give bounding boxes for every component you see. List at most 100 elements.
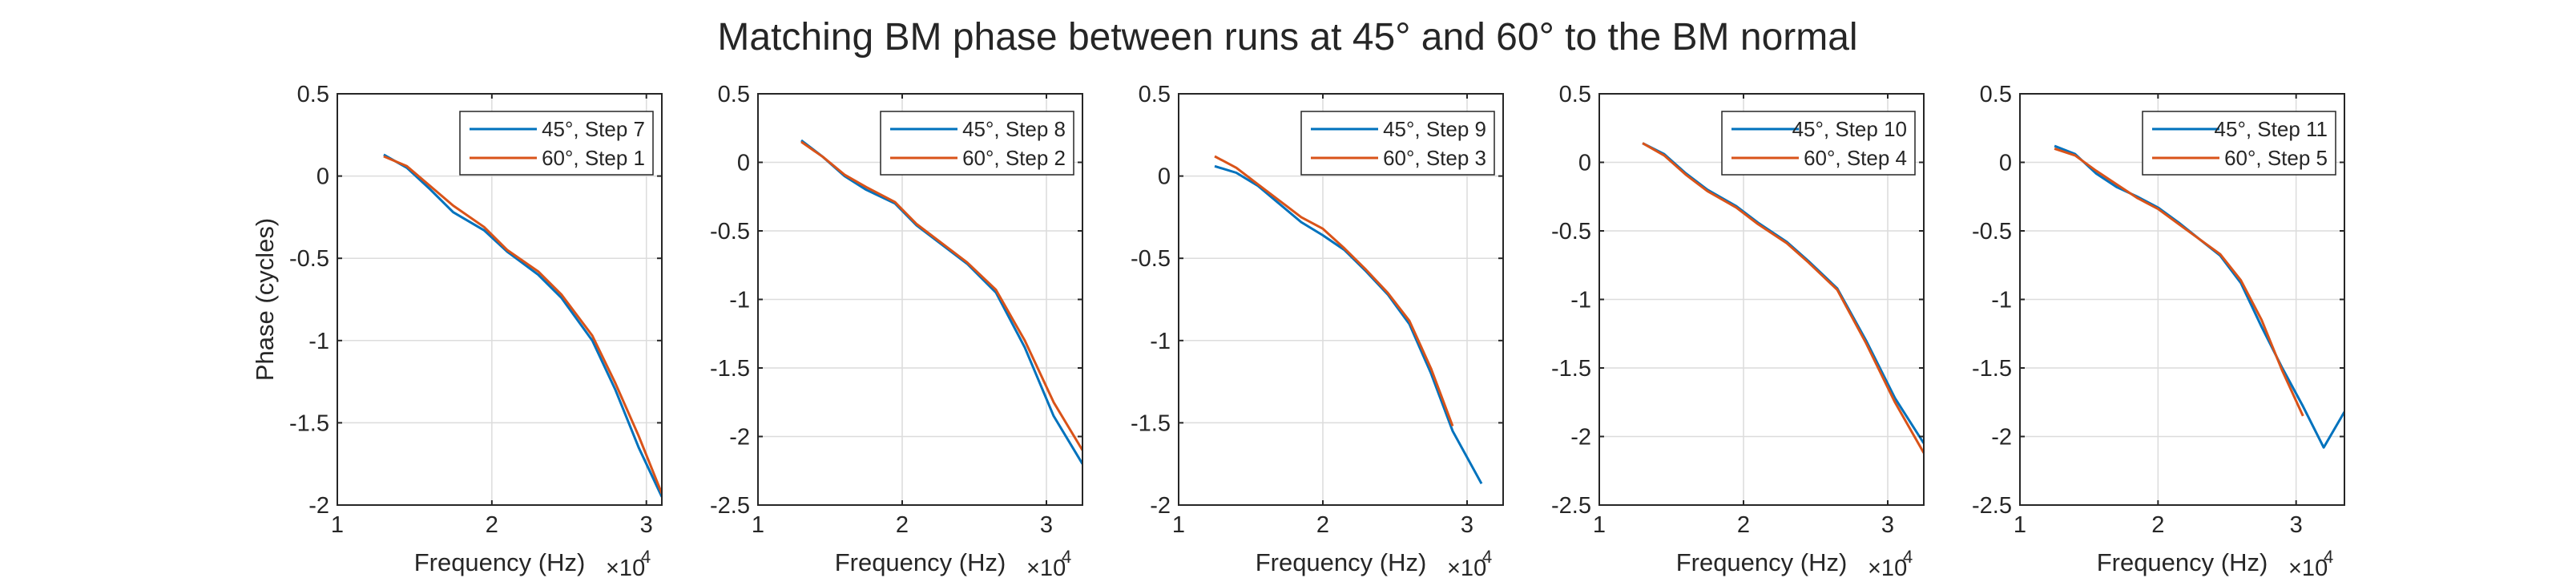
- axes-frame: [1178, 93, 1504, 506]
- x-axis-label: Frequency (Hz): [1256, 548, 1427, 576]
- x-axis-label: Frequency (Hz): [835, 548, 1006, 576]
- y-tick-label: -2: [308, 493, 329, 519]
- y-tick-label: 0.5: [1139, 82, 1171, 107]
- x-tick-label: 3: [1040, 512, 1053, 538]
- y-tick-label: -1.5: [710, 356, 750, 382]
- x-tick-label: 3: [2290, 512, 2303, 538]
- x-exponent-label: ×10: [1026, 556, 1066, 578]
- y-tick-label: -1.5: [1551, 356, 1591, 382]
- x-exponent-label: ×10: [1447, 556, 1486, 578]
- x-exponent-power: 4: [1482, 547, 1492, 567]
- subplot-4: 1 2 3 -2.5 -2 -1.5 -1 -0.5 0 0.5 Frequency (Hz) ×10…: [1551, 82, 1925, 578]
- y-tick-label: -1.5: [1972, 356, 2012, 382]
- x-tick-label: 2: [1316, 512, 1329, 538]
- y-tick-label: 0.5: [1980, 82, 2012, 107]
- subplot-3: 1 2 3 -2 -1.5 -1 -0.5 0 0.5 Frequency (Hz) ×104 45°…: [1131, 82, 1504, 578]
- series-line-2: [383, 155, 662, 495]
- x-exponent-label: ×10: [606, 556, 645, 578]
- x-exponent-power: 4: [641, 547, 651, 567]
- legend-entry-2: 60°, Step 3: [1383, 146, 1486, 170]
- subplot-5: 1 2 3 -2.5 -2 -1.5 -1 -0.5 0 0.5 Frequency (Hz) ×10…: [1972, 82, 2345, 578]
- legend-box: [459, 111, 654, 176]
- subplot-1: 1 2 3 -2 -1.5 -1 -0.5 0 0.5 Frequency (Hz) ×104 Pha…: [251, 82, 663, 578]
- series-line-2: [1214, 155, 1454, 427]
- y-tick-label: -1: [1991, 288, 2012, 313]
- subplot-2: 1 2 3 -2.5 -2 -1.5 -1 -0.5 0 0.5 Frequency (Hz) ×10…: [710, 82, 1083, 578]
- y-tick-label: -1.5: [1131, 410, 1171, 436]
- x-exponent-power: 4: [1062, 547, 1071, 567]
- legend: 45°, Step 11 60°, Step 5: [2142, 111, 2336, 176]
- y-tick-label: 0: [1158, 164, 1171, 190]
- y-tick-label: -2.5: [1551, 493, 1591, 519]
- y-tick-label: -2: [729, 425, 750, 451]
- legend-box: [880, 111, 1074, 176]
- y-tick-label: -2: [1570, 425, 1591, 451]
- x-tick-label: 3: [1461, 512, 1473, 538]
- x-tick-label: 1: [2014, 512, 2026, 538]
- legend-entry-1: 45°, Step 8: [962, 117, 1066, 141]
- legend: 45°, Step 9 60°, Step 3: [1300, 111, 1495, 176]
- y-tick-label: 0.5: [1559, 82, 1591, 107]
- y-tick-label: -0.5: [1131, 246, 1171, 272]
- x-exponent-power: 4: [1903, 547, 1913, 567]
- x-exponent-label: ×10: [2288, 556, 2328, 578]
- x-tick-label: 2: [486, 512, 498, 538]
- legend-entry-1: 45°, Step 11: [2215, 117, 2328, 141]
- legend-entry-1: 45°, Step 10: [1792, 117, 1907, 141]
- legend: 45°, Step 7 60°, Step 1: [459, 111, 654, 176]
- x-tick-label: 2: [2151, 512, 2164, 538]
- legend-entry-2: 60°, Step 5: [2224, 146, 2328, 170]
- y-tick-label: 0: [316, 164, 329, 190]
- x-tick-label: 1: [752, 512, 764, 538]
- y-tick-label: -1: [1570, 288, 1591, 313]
- y-axis-label: Phase (cycles): [251, 218, 279, 381]
- x-tick-label: 2: [896, 512, 909, 538]
- x-tick-label: 3: [1881, 512, 1894, 538]
- x-tick-label: 1: [331, 512, 344, 538]
- series-line-2: [1642, 142, 1924, 454]
- y-tick-label: -1: [729, 288, 750, 313]
- figure-title: Matching BM phase between runs at 45° an…: [717, 16, 1857, 59]
- x-exponent-label: ×10: [1868, 556, 1907, 578]
- y-tick-label: -0.5: [289, 246, 329, 272]
- legend: 45°, Step 10 60°, Step 4: [1721, 111, 1916, 176]
- legend-box: [1300, 111, 1495, 176]
- y-tick-label: -2.5: [710, 493, 750, 519]
- x-tick-label: 1: [1593, 512, 1606, 538]
- legend-entry-1: 45°, Step 9: [1383, 117, 1486, 141]
- series-line-2: [800, 140, 1082, 451]
- x-exponent-power: 4: [2324, 547, 2333, 567]
- x-axis-label: Frequency (Hz): [1676, 548, 1848, 576]
- y-tick-label: -1: [308, 329, 329, 354]
- series-line-2: [2054, 147, 2304, 417]
- y-tick-label: -0.5: [710, 219, 750, 245]
- legend-entry-1: 45°, Step 7: [542, 117, 645, 141]
- x-tick-label: 2: [1737, 512, 1750, 538]
- y-tick-label: -2: [1991, 425, 2012, 451]
- axes-frame: [337, 93, 663, 506]
- y-tick-label: -0.5: [1972, 219, 2012, 245]
- y-tick-label: 0: [1578, 151, 1591, 176]
- y-tick-label: 0: [737, 151, 750, 176]
- y-tick-label: -2: [1150, 493, 1171, 519]
- x-axis-label: Frequency (Hz): [2097, 548, 2268, 576]
- y-tick-label: -2.5: [1972, 493, 2012, 519]
- legend: 45°, Step 8 60°, Step 2: [880, 111, 1074, 176]
- legend-entry-2: 60°, Step 4: [1804, 146, 1907, 170]
- y-tick-label: -1.5: [289, 410, 329, 436]
- x-axis-label: Frequency (Hz): [414, 548, 586, 576]
- y-tick-label: 0.5: [718, 82, 750, 107]
- y-tick-label: -0.5: [1551, 219, 1591, 245]
- y-tick-label: -1: [1150, 329, 1171, 354]
- series-line-1: [383, 153, 662, 498]
- legend-box: [1721, 111, 1916, 176]
- legend-box: [2142, 111, 2336, 176]
- y-tick-label: 0.5: [297, 82, 329, 107]
- legend-entry-2: 60°, Step 1: [542, 146, 645, 170]
- y-tick-label: 0: [1999, 151, 2012, 176]
- legend-entry-2: 60°, Step 2: [962, 146, 1066, 170]
- x-tick-label: 3: [640, 512, 653, 538]
- x-tick-label: 1: [1172, 512, 1185, 538]
